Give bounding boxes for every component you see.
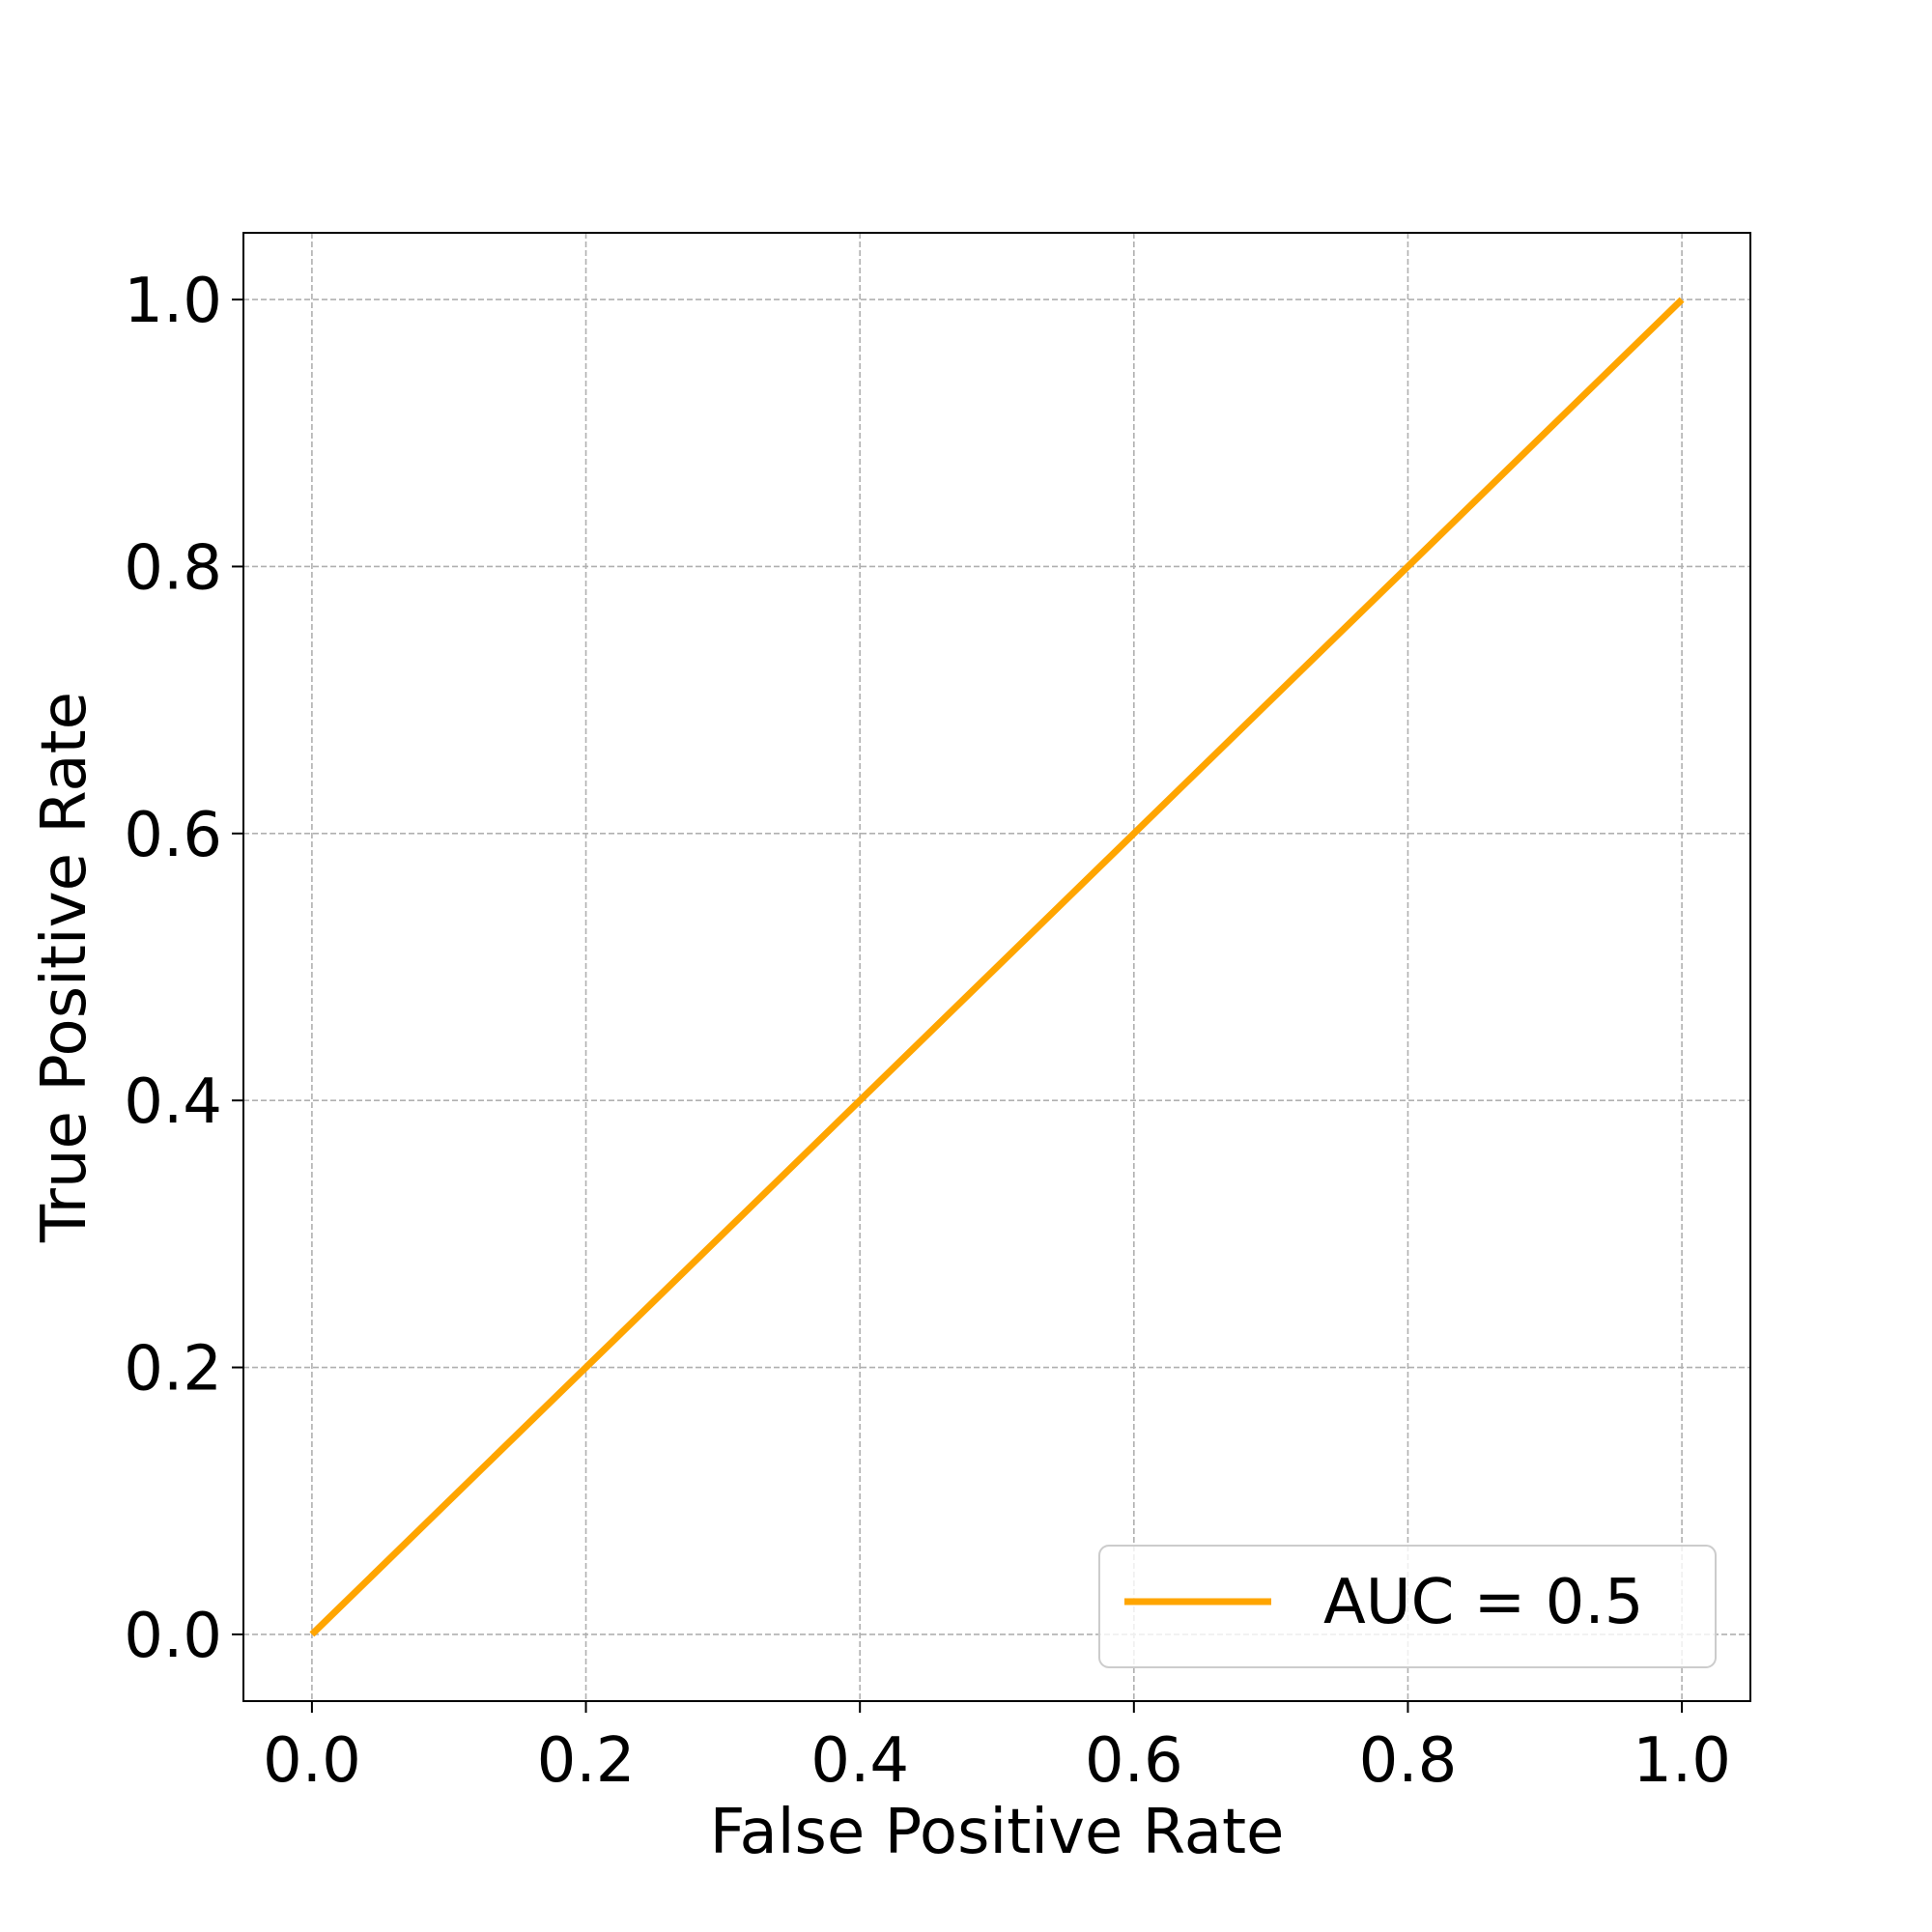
ticks: 0.0 0.2 0.4 0.6 0.8 1.0 0.0 0.2 0.4 0.6 0.8 1.0 — [124, 266, 1731, 1797]
x-tick-label: 0.2 — [537, 1725, 636, 1797]
x-axis-label: False Positive Rate — [710, 1797, 1285, 1868]
legend-label: AUC = 0.5 — [1323, 1567, 1643, 1638]
y-tick-label: 1.0 — [124, 266, 222, 337]
series-layer — [309, 297, 1685, 1637]
y-tick-label: 0.4 — [124, 1066, 222, 1138]
y-tick-label: 0.6 — [124, 800, 222, 871]
y-tick-label: 0.0 — [124, 1601, 222, 1672]
x-tick-label: 0.8 — [1359, 1725, 1458, 1797]
x-tick-label: 0.6 — [1085, 1725, 1183, 1797]
x-tick-label: 0.0 — [263, 1725, 361, 1797]
plot-frame — [242, 232, 1751, 1702]
y-tick-label: 0.8 — [124, 532, 222, 604]
legend: AUC = 0.5 — [1098, 1545, 1717, 1668]
x-tick-label: 1.0 — [1633, 1725, 1731, 1797]
series-line — [309, 297, 1685, 1637]
x-tick-label: 0.4 — [810, 1725, 909, 1797]
y-axis-label: True Positive Rate — [29, 692, 100, 1243]
y-tick-label: 0.2 — [124, 1334, 222, 1406]
grid — [243, 233, 1750, 1701]
legend-box — [1098, 1545, 1717, 1668]
